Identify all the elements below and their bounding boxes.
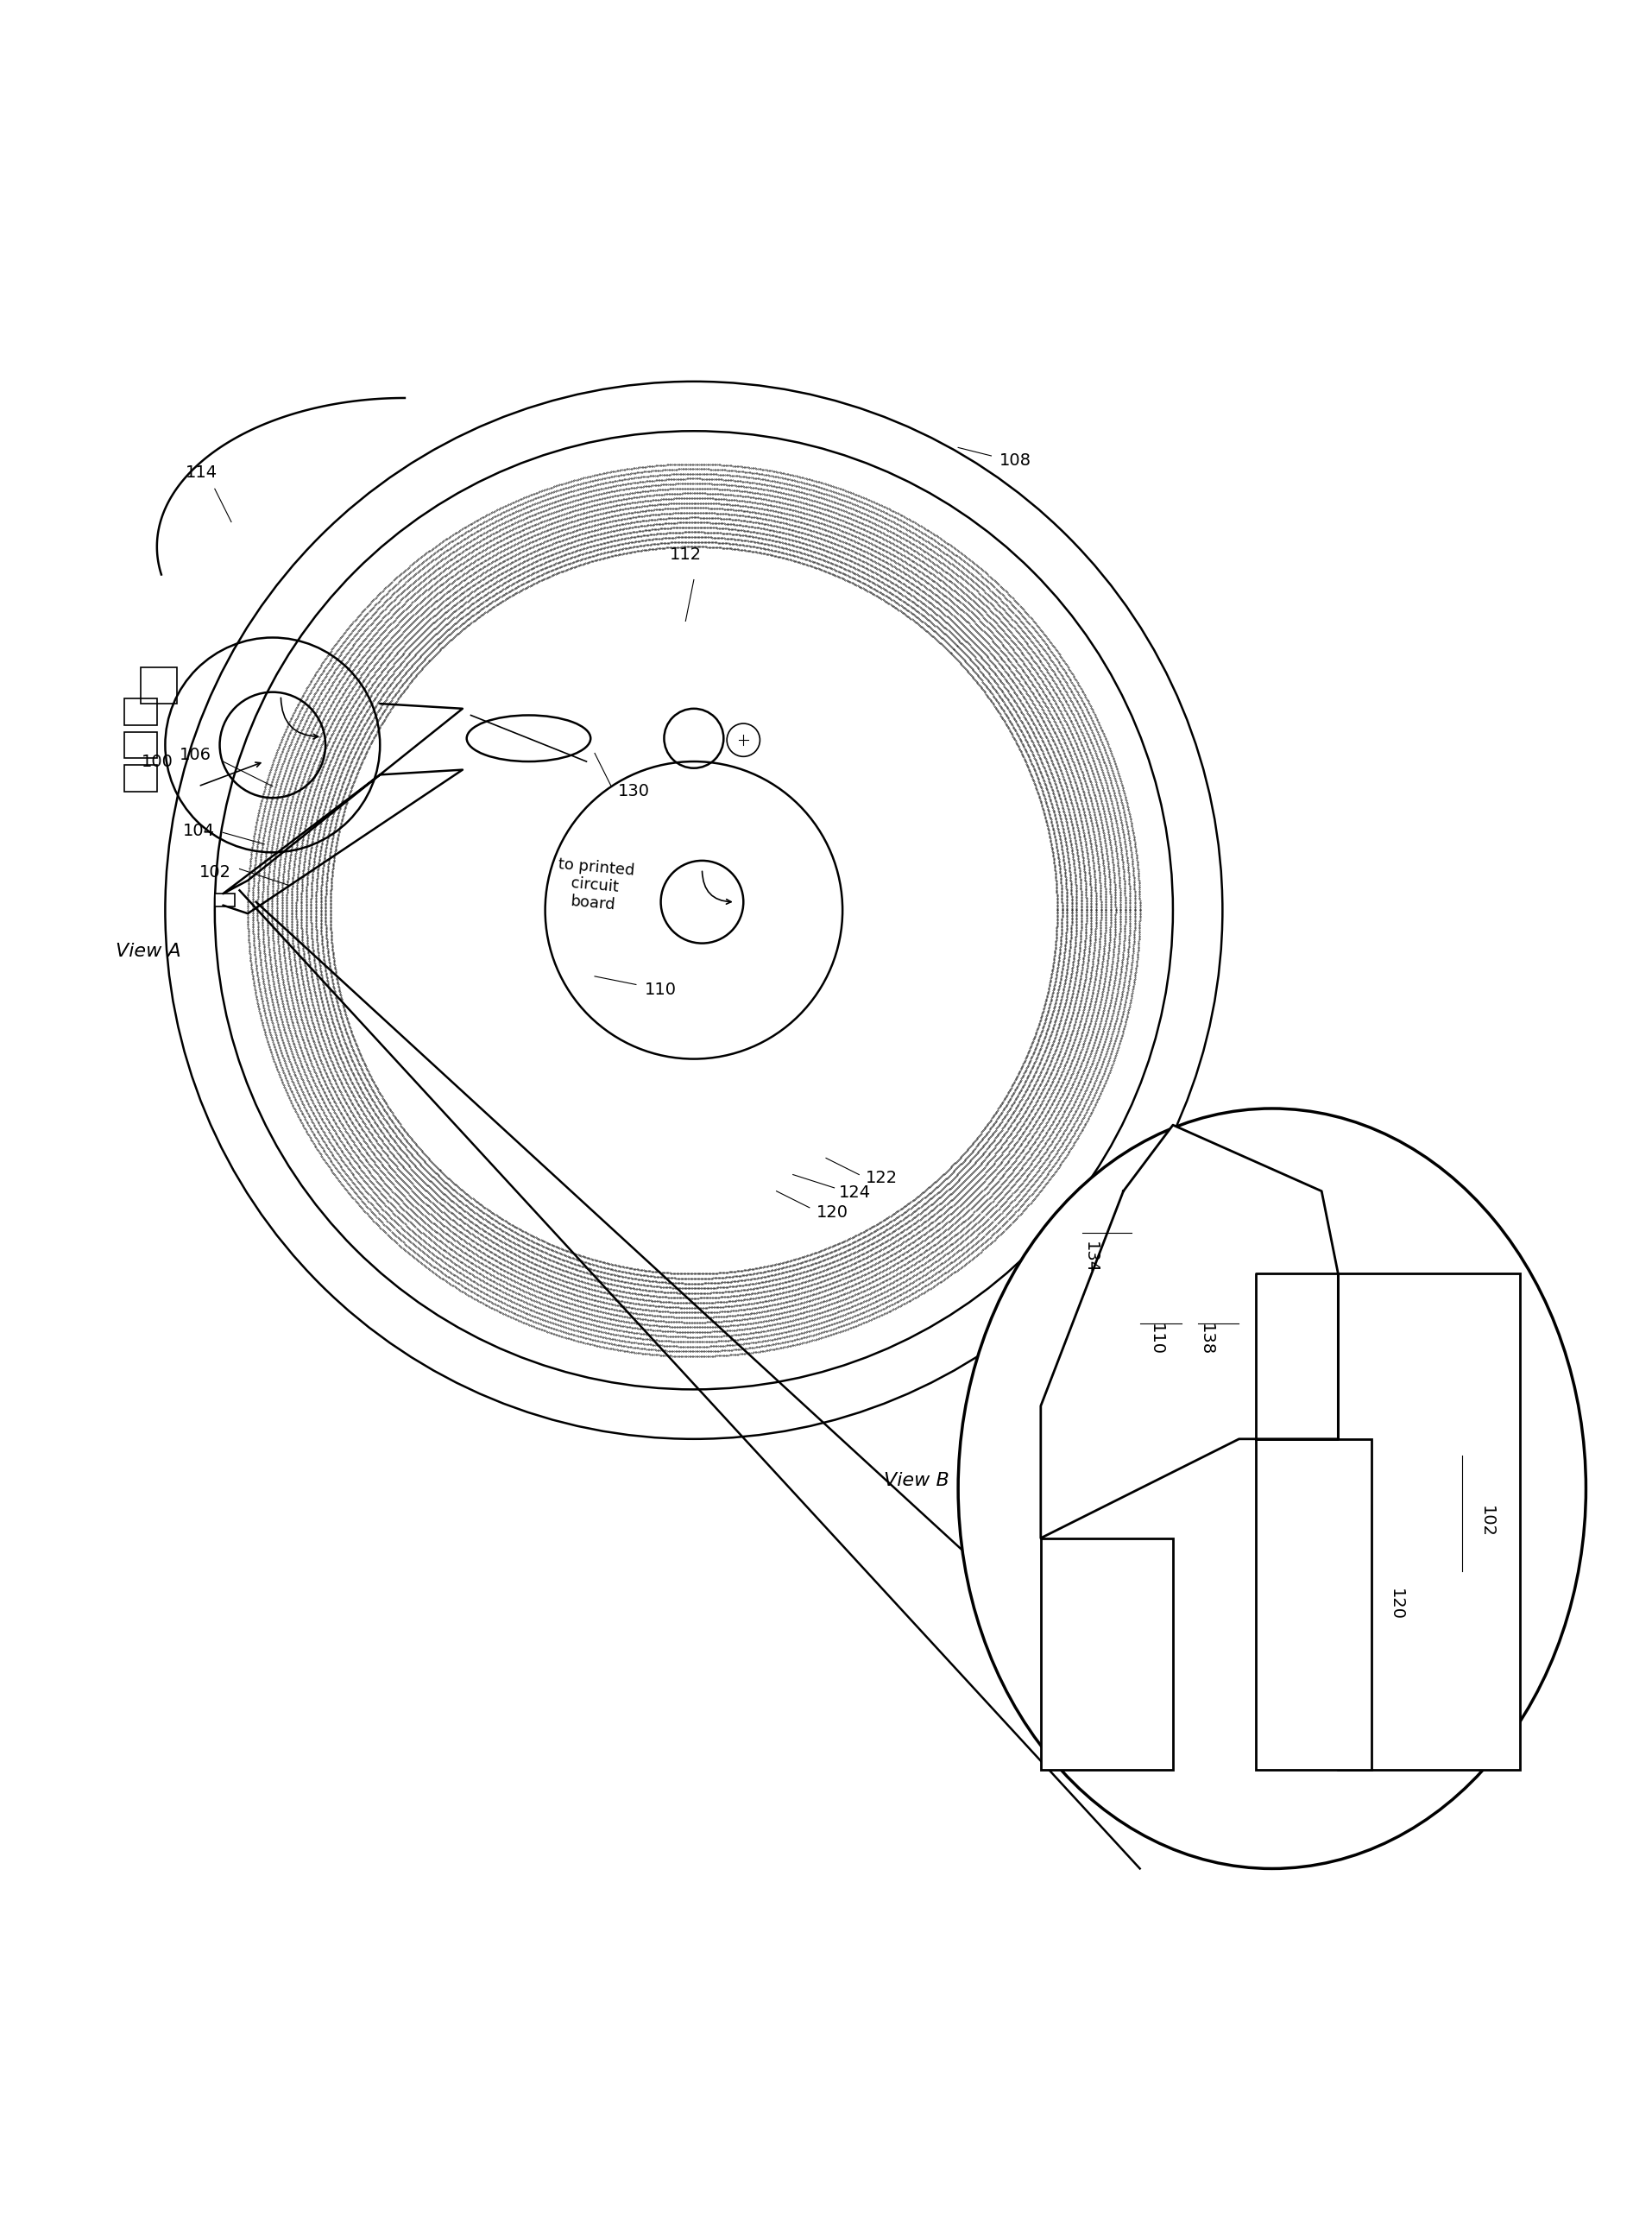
Bar <box>124 698 157 725</box>
Bar <box>1338 1275 1520 1769</box>
Text: to printed
circuit
board: to printed circuit board <box>555 856 634 913</box>
Text: 124: 124 <box>839 1184 871 1202</box>
Text: View A: View A <box>116 942 182 960</box>
Bar <box>124 765 157 791</box>
Text: 134: 134 <box>1082 1242 1099 1273</box>
Text: 138: 138 <box>1198 1324 1214 1357</box>
Text: 110: 110 <box>644 982 676 998</box>
Text: 110: 110 <box>1148 1324 1165 1357</box>
Ellipse shape <box>958 1108 1586 1869</box>
Bar <box>215 893 235 907</box>
Text: 100: 100 <box>140 754 173 769</box>
Bar <box>1256 1439 1371 1769</box>
Text: 120: 120 <box>1388 1587 1404 1621</box>
Text: 114: 114 <box>185 463 218 481</box>
Text: 104: 104 <box>183 823 215 838</box>
Text: 130: 130 <box>618 783 649 800</box>
Bar <box>1041 1539 1173 1769</box>
Text: 122: 122 <box>866 1171 897 1186</box>
Text: 106: 106 <box>180 747 211 763</box>
Text: 108: 108 <box>999 452 1031 470</box>
Text: 102: 102 <box>1479 1505 1495 1539</box>
Bar <box>124 732 157 758</box>
Bar <box>140 667 177 703</box>
Text: 102: 102 <box>200 865 231 880</box>
Text: FIG. 1: FIG. 1 <box>1355 1297 1422 1317</box>
Text: 112: 112 <box>669 548 702 563</box>
Text: View B: View B <box>884 1472 950 1490</box>
Polygon shape <box>1041 1124 1338 1539</box>
Text: 120: 120 <box>816 1204 847 1222</box>
